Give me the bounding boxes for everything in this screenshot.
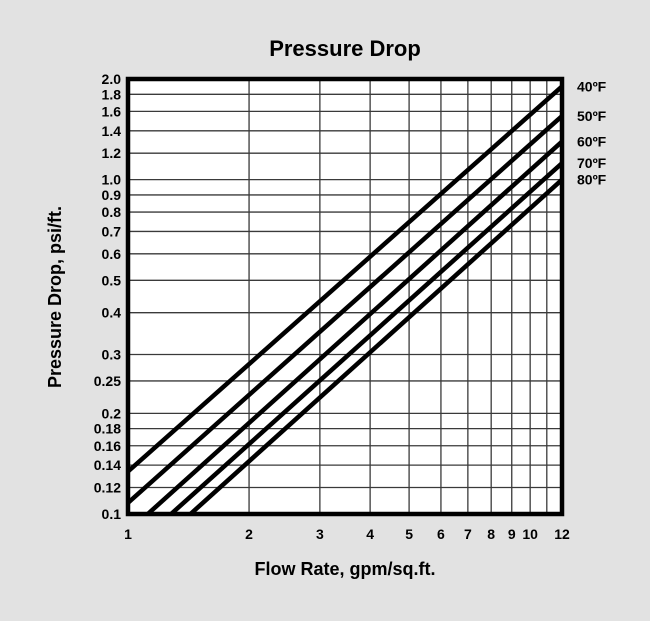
x-tick-label: 9 [508,526,516,542]
x-tick-label: 12 [554,526,570,542]
axis-border [125,76,565,517]
y-tick-label: 2.0 [102,71,122,87]
y-tick-label: 1.4 [102,123,122,139]
x-tick-label: 8 [487,526,495,542]
series-label-50f: 50ºF [577,108,607,124]
x-tick-label: 5 [405,526,413,542]
y-tick-label: 0.16 [94,438,121,454]
y-tick-label: 0.3 [102,346,122,362]
y-tick-label: 1.2 [102,145,122,161]
series-label-80f: 80ºF [577,172,607,188]
y-tick-label: 0.14 [94,457,121,473]
series-label-60f: 60ºF [577,134,607,150]
series-line-60f [146,139,564,516]
series-line-40f [126,84,564,474]
x-tick-label: 10 [522,526,538,542]
y-tick-label: 0.12 [94,480,121,496]
y-tick-label: 0.25 [94,373,121,389]
x-tick-label: 2 [245,526,253,542]
x-tick-label: 7 [464,526,472,542]
y-tick-label: 1.8 [102,86,122,102]
y-tick-label: 0.6 [102,246,122,262]
x-tick-label: 1 [124,526,132,542]
y-tick-label: 0.5 [102,272,122,288]
y-tick-label: 0.4 [102,305,122,321]
y-tick-label: 0.8 [102,204,122,220]
x-tick-label: 4 [366,526,374,542]
x-axis-title: Flow Rate, gpm/sq.ft. [254,559,436,579]
y-tick-label: 0.18 [94,421,121,437]
series-line-80f [188,177,564,516]
y-tick-label: 0.1 [102,506,122,522]
series-label-40f: 40ºF [577,78,607,94]
series-line-50f [126,114,564,505]
series-line-70f [169,161,564,516]
series-label-70f: 70ºF [577,155,607,171]
x-tick-label: 3 [316,526,324,542]
chart-title: Pressure Drop [269,36,421,61]
x-tick-label: 6 [437,526,445,542]
y-tick-label: 1.6 [102,103,122,119]
y-tick-label: 1.0 [102,172,122,188]
y-tick-label: 0.9 [102,187,122,203]
y-tick-label: 0.2 [102,405,122,421]
y-tick-label: 0.7 [102,223,122,239]
